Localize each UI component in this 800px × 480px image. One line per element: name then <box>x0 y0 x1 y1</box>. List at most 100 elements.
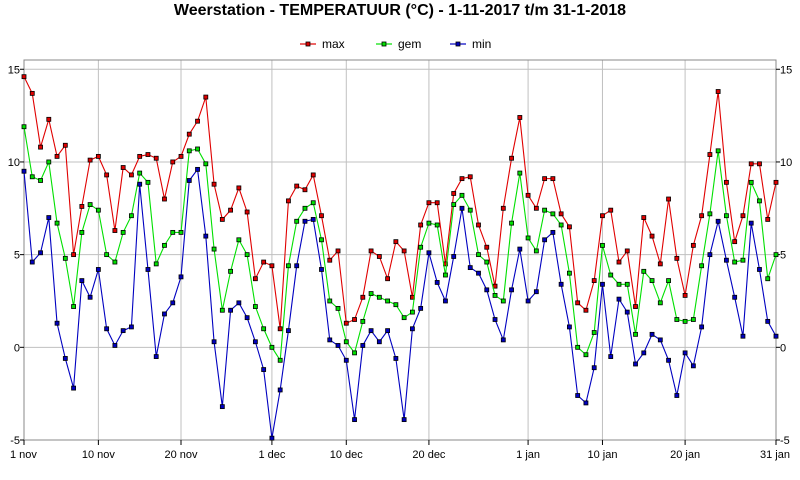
data-point-gem <box>21 124 27 130</box>
data-point-min <box>277 387 283 393</box>
data-point-min <box>343 357 349 363</box>
data-point-gem <box>467 207 473 213</box>
data-point-gem <box>641 268 647 274</box>
data-point-min <box>211 339 217 345</box>
data-point-max <box>533 205 539 211</box>
data-point-gem <box>649 278 655 283</box>
y-tick-label-left: 10 <box>8 157 20 169</box>
data-point-gem <box>558 222 564 228</box>
x-tick-label: 20 nov <box>164 449 198 461</box>
data-point-gem <box>575 344 581 350</box>
data-point-max <box>583 307 589 313</box>
data-point-min <box>145 267 151 272</box>
y-tick-label-right: 10 <box>780 157 792 169</box>
x-tick-label: 20 dec <box>412 449 446 461</box>
data-point-max <box>352 317 357 322</box>
x-tick-label: 10 jan <box>587 449 617 461</box>
x-tick-label: 1 dec <box>258 449 285 461</box>
x-tick-label: 1 jan <box>516 449 540 461</box>
data-point-gem <box>509 220 514 226</box>
data-point-gem <box>62 255 68 261</box>
data-point-gem <box>79 229 85 235</box>
data-point-max <box>236 185 242 191</box>
series-min <box>21 166 779 441</box>
grid-lines <box>23 60 777 441</box>
data-point-min <box>112 343 118 348</box>
data-point-min <box>509 287 514 293</box>
data-point-gem <box>277 357 283 363</box>
data-point-max <box>54 153 60 159</box>
data-point-min <box>228 307 233 313</box>
data-point-gem <box>550 211 556 217</box>
data-point-min <box>302 218 308 224</box>
data-point-max <box>211 181 217 187</box>
data-point-min <box>649 331 655 337</box>
data-point-gem <box>624 281 630 287</box>
data-point-min <box>310 217 316 222</box>
data-point-gem <box>443 272 448 278</box>
data-point-gem <box>715 148 721 154</box>
data-point-max <box>335 248 341 254</box>
data-point-max <box>104 172 110 178</box>
data-point-gem <box>95 207 101 213</box>
data-point-gem <box>765 276 771 282</box>
data-point-gem <box>401 315 407 321</box>
data-point-gem <box>302 205 308 211</box>
data-point-gem <box>426 220 432 226</box>
data-point-max <box>633 304 638 309</box>
data-point-min <box>79 278 85 283</box>
x-tick-label: 31 jan <box>760 449 790 461</box>
data-point-min <box>335 343 341 348</box>
data-point-max <box>567 224 572 230</box>
data-point-max <box>657 261 663 267</box>
data-point-max <box>203 94 209 100</box>
data-point-min <box>517 246 523 252</box>
data-point-max <box>261 259 267 265</box>
data-point-gem <box>492 293 498 298</box>
data-point-max <box>302 187 308 193</box>
data-point-max <box>624 248 630 254</box>
data-point-min <box>550 229 556 235</box>
y-tick-label-left: -5 <box>10 435 20 447</box>
x-tick-label: 20 jan <box>670 449 700 461</box>
data-point-max <box>46 116 52 122</box>
data-point-gem <box>71 304 76 309</box>
data-point-min <box>558 281 564 287</box>
series-gem <box>21 124 779 363</box>
data-point-min <box>608 354 614 359</box>
data-point-max <box>170 159 176 165</box>
data-point-min <box>203 233 209 239</box>
data-point-min <box>327 337 333 343</box>
data-point-max <box>286 198 291 204</box>
data-point-max <box>195 118 200 124</box>
data-point-gem <box>343 339 349 345</box>
data-point-gem <box>600 242 605 248</box>
data-point-gem <box>186 148 192 154</box>
x-tick-label: 1 nov <box>10 449 37 461</box>
data-point-max <box>682 293 688 298</box>
data-point-min <box>360 343 366 348</box>
data-point-gem <box>112 259 118 265</box>
data-point-max <box>699 213 705 219</box>
data-point-min <box>418 305 424 311</box>
data-point-gem <box>674 317 680 322</box>
data-point-max <box>600 213 605 219</box>
data-point-min <box>195 166 200 172</box>
y-tick-label-left: 5 <box>14 250 20 262</box>
data-point-gem <box>376 294 382 300</box>
data-point-min <box>575 393 581 398</box>
data-point-min <box>583 400 589 406</box>
y-tick-label-right: 0 <box>780 342 786 354</box>
data-point-gem <box>170 229 176 235</box>
data-point-min <box>401 417 407 423</box>
data-point-max <box>558 211 564 217</box>
data-point-gem <box>137 170 143 176</box>
data-point-min <box>674 393 680 398</box>
data-point-min <box>533 289 539 295</box>
data-point-max <box>294 183 300 189</box>
data-point-gem <box>434 222 440 228</box>
data-point-gem <box>525 235 531 241</box>
data-point-min <box>616 296 622 302</box>
data-point-max <box>500 205 506 211</box>
data-point-min <box>120 328 126 334</box>
